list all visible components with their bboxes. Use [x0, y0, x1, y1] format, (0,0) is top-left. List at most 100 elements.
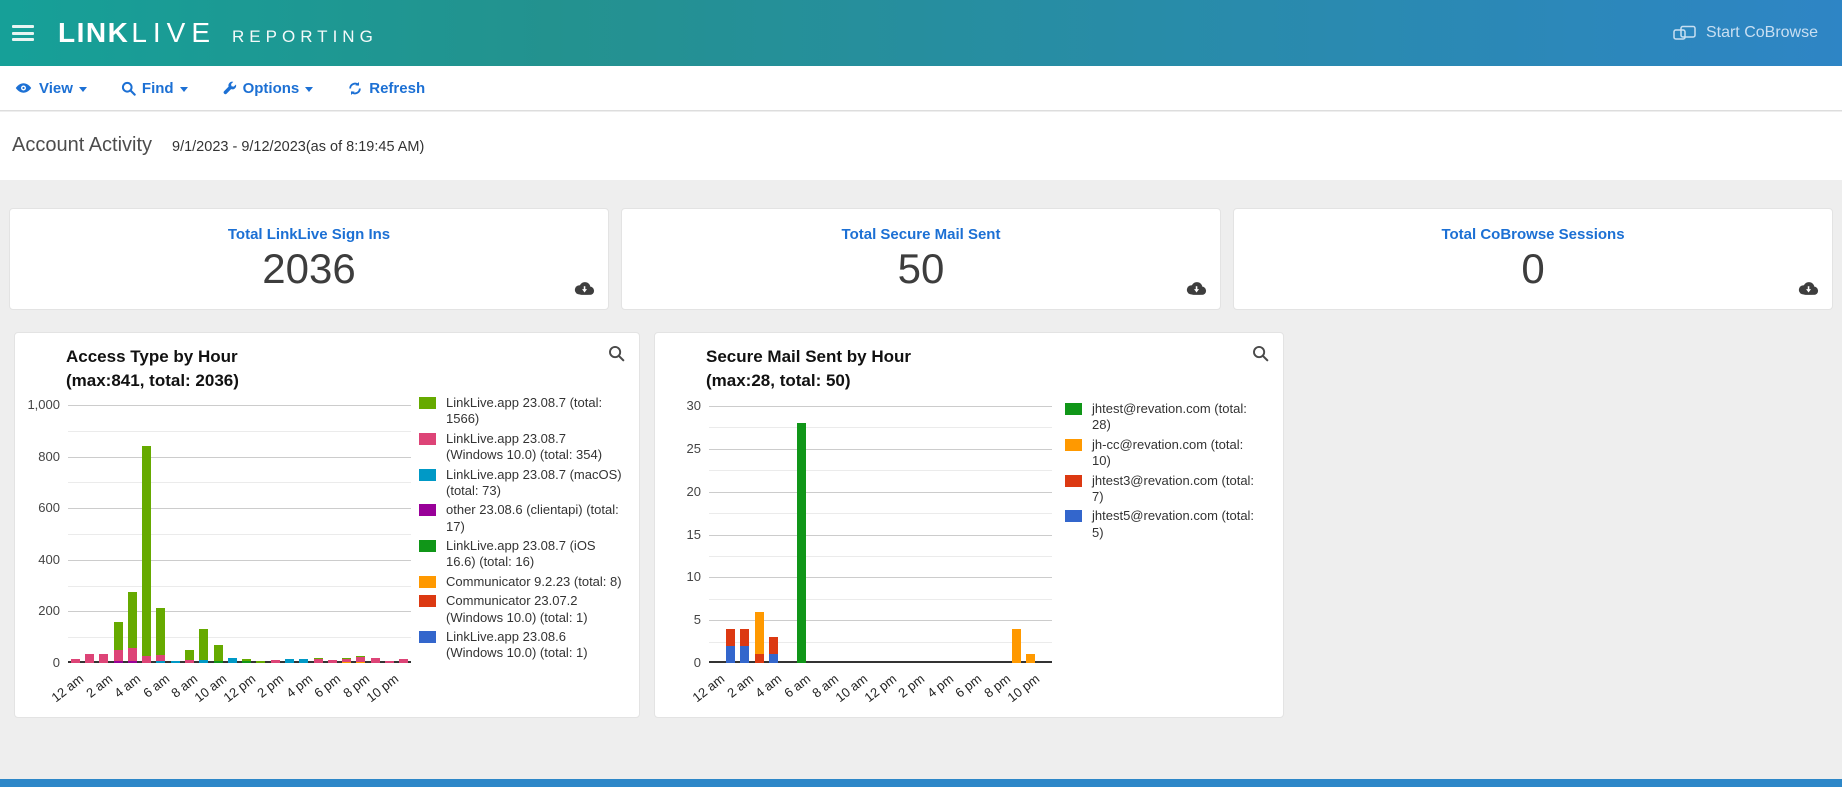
legend-item[interactable]: LinkLive.app 23.08.7 (iOS 16.6) (total: … [419, 538, 625, 571]
bar-segment[interactable] [342, 657, 352, 659]
x-axis-label: 12 pm [861, 671, 899, 706]
bar-segment[interactable] [113, 660, 123, 663]
bar-segment[interactable] [342, 661, 352, 663]
refresh-label: Refresh [369, 79, 426, 97]
refresh-button[interactable]: Refresh [347, 80, 425, 97]
legend-item[interactable]: LinkLive.app 23.08.7 (total: 1566) [419, 395, 625, 428]
bar-segment[interactable] [156, 607, 166, 655]
bar-segment[interactable] [270, 660, 280, 663]
bar-segment[interactable] [256, 661, 266, 663]
stat-card-title: Total LinkLive Sign Ins [227, 226, 391, 243]
bar-segment[interactable] [356, 656, 366, 658]
gridline [709, 661, 1052, 663]
bar-segment[interactable] [199, 659, 209, 663]
bar-segment[interactable] [99, 654, 109, 663]
hamburger-menu-icon[interactable] [12, 25, 34, 41]
bar-segment[interactable] [725, 628, 735, 646]
y-axis-label: 400 [38, 551, 60, 567]
bar-segment[interactable] [184, 660, 194, 663]
bar-segment[interactable] [313, 658, 323, 660]
bar-segment[interactable] [299, 659, 309, 663]
bar-segment[interactable] [156, 654, 166, 662]
bar-segment[interactable] [142, 446, 152, 656]
legend-swatch [419, 540, 436, 552]
legend-item[interactable]: jhtest@revation.com (total: 28) [1065, 401, 1265, 434]
gridline [68, 611, 411, 613]
bar-segment[interactable] [754, 611, 764, 655]
eye-icon [15, 83, 32, 93]
bar-segment[interactable] [213, 660, 223, 663]
bar-segment[interactable] [156, 661, 166, 663]
x-axis-label: 12 pm [220, 671, 258, 706]
bar-segment[interactable] [768, 654, 778, 663]
bar-segment[interactable] [385, 661, 395, 663]
access-type-chart-plot: 0 200 400 600 800 1,000 12 am 2 am 4 am 6 am 8 am 1… [27, 397, 411, 705]
bar-segment[interactable] [84, 653, 94, 663]
bar-segment[interactable] [356, 657, 366, 662]
options-menu-button[interactable]: Options [222, 80, 314, 97]
cloud-download-icon[interactable] [1185, 281, 1207, 301]
x-axis-label: 6 pm [952, 671, 985, 701]
gridline [709, 620, 1052, 622]
chart-zoom-icon[interactable] [1252, 345, 1269, 367]
bar-segment[interactable] [327, 659, 337, 663]
bar-segment[interactable] [227, 658, 237, 663]
legend-swatch [419, 575, 436, 588]
bar-segment[interactable] [213, 644, 223, 661]
bar-segment[interactable] [399, 659, 409, 663]
bar-segment[interactable] [70, 658, 80, 663]
bar-segment[interactable] [1026, 654, 1036, 663]
bar-segment[interactable] [768, 637, 778, 655]
bar-segment[interactable] [313, 659, 323, 663]
legend-item[interactable]: jhtest5@revation.com (total: 5) [1065, 508, 1265, 541]
legend-swatch [419, 468, 436, 481]
bar-segment[interactable] [113, 622, 123, 650]
legend-item[interactable]: LinkLive.app 23.08.7 (macOS) (total: 73) [419, 467, 625, 500]
wrench-icon [223, 81, 236, 94]
bar-segment[interactable] [142, 655, 152, 663]
bar-segment[interactable] [740, 628, 750, 646]
bar-segment[interactable] [127, 592, 137, 649]
bar-segment[interactable] [356, 661, 366, 663]
bar-segment[interactable] [1011, 628, 1021, 663]
bar-segment[interactable] [184, 649, 194, 661]
bar-segment[interactable] [113, 649, 123, 661]
stat-card-value: 50 [897, 245, 945, 292]
bar-segment[interactable] [370, 657, 380, 663]
cloud-download-icon[interactable] [573, 281, 595, 301]
legend-item[interactable]: Communicator 9.2.23 (total: 8) [419, 574, 625, 590]
start-cobrowse-button[interactable]: Start CoBrowse [1673, 0, 1818, 66]
cloud-download-icon[interactable] [1797, 281, 1819, 301]
legend-swatch [419, 504, 436, 517]
bar-segment[interactable] [754, 654, 764, 663]
legend-item[interactable]: other 23.08.6 (clientapi) (total: 17) [419, 502, 625, 535]
gridline [68, 661, 411, 663]
y-axis-label: 10 [686, 569, 701, 585]
gridline [68, 482, 411, 484]
access-type-chart-legend: LinkLive.app 23.08.7 (total: 1566) LinkLi… [419, 395, 625, 665]
bar-segment[interactable] [127, 648, 137, 661]
bar-segment[interactable] [242, 660, 252, 663]
y-axis-label: 5 [693, 612, 701, 628]
bar-segment[interactable] [740, 645, 750, 663]
legend-item[interactable]: LinkLive.app 23.08.6 (Windows 10.0) (tot… [419, 629, 625, 662]
bar-segment[interactable] [170, 660, 180, 663]
bar-segment[interactable] [342, 658, 352, 662]
legend-item[interactable]: jhtest3@revation.com (total: 7) [1065, 473, 1265, 506]
title-band: Account Activity 9/1/2023 - 9/12/2023(as… [0, 112, 1842, 180]
legend-swatch [419, 397, 436, 409]
view-menu-button[interactable]: View [14, 80, 87, 97]
legend-item[interactable]: LinkLive.app 23.08.7 (Windows 10.0) (tot… [419, 431, 625, 464]
bar-segment[interactable] [242, 658, 252, 661]
bar-segment[interactable] [285, 659, 295, 663]
bar-segment[interactable] [199, 629, 209, 660]
find-menu-button[interactable]: Find [121, 80, 188, 97]
bar-segment[interactable] [797, 423, 807, 663]
legend-item[interactable]: jh-cc@revation.com (total: 10) [1065, 437, 1265, 470]
bar-segment[interactable] [725, 645, 735, 663]
chart-zoom-icon[interactable] [608, 345, 625, 367]
bar-segment[interactable] [127, 660, 137, 663]
x-axis-label: 4 pm [283, 671, 316, 701]
legend-item[interactable]: Communicator 23.07.2 (Windows 10.0) (tot… [419, 593, 625, 626]
stat-card-securemail: Total Secure Mail Sent 50 [621, 208, 1221, 310]
